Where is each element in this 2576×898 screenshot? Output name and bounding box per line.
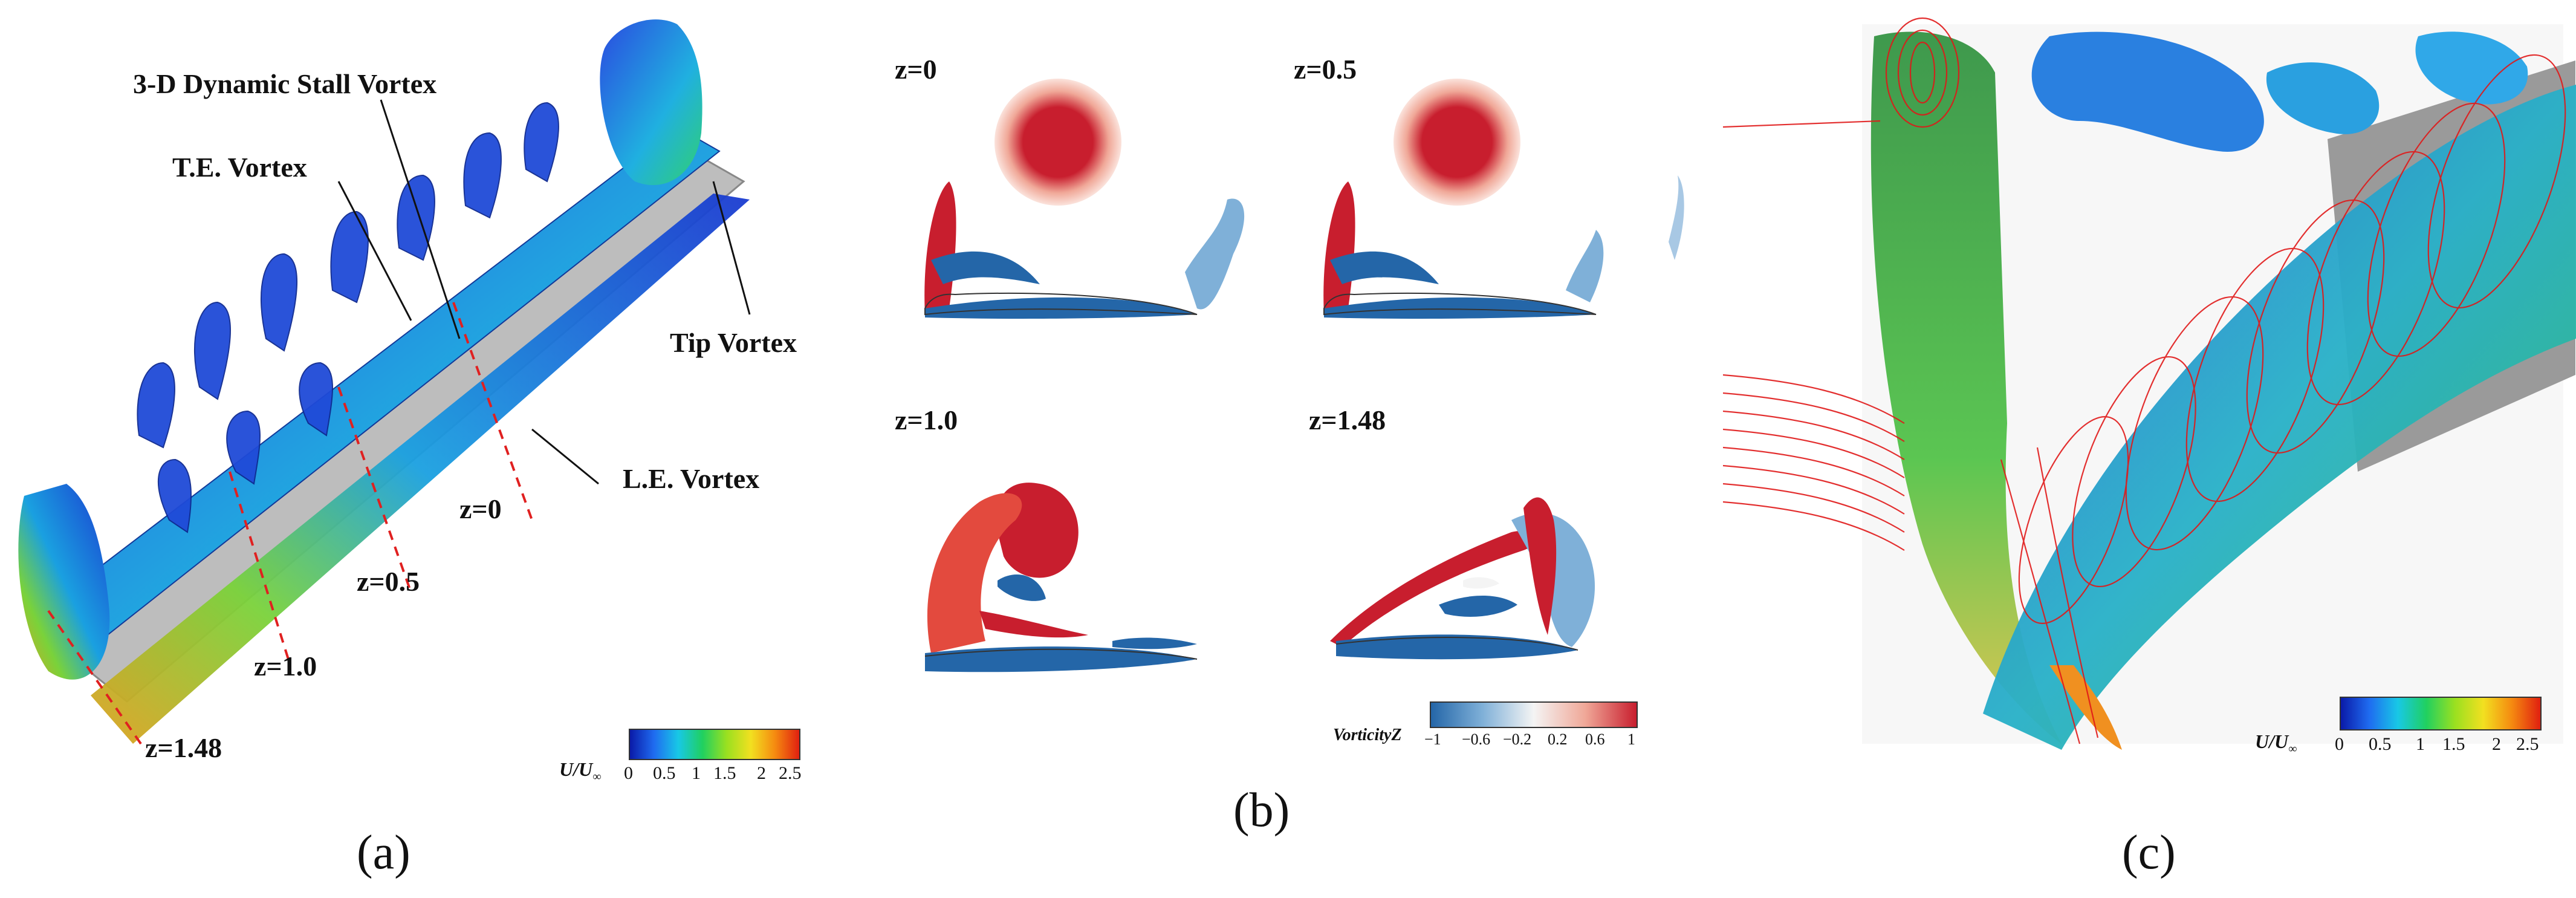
z-label-0-5: z=0.5: [357, 566, 420, 597]
caption-c: (c): [2122, 826, 2176, 879]
colorbar-tick: 2.5: [2516, 734, 2539, 754]
colorbar-tick: 0.5: [2369, 734, 2392, 754]
panel-b-vorticity-slices: [924, 79, 1684, 672]
vorticity-colorbar: [1430, 701, 1638, 728]
colorbar-tick: 2.5: [779, 763, 802, 783]
slice-z148: [1330, 497, 1595, 660]
colorbar-tick: 2: [757, 763, 766, 783]
colorbar-tick: −0.2: [1503, 730, 1532, 748]
caption-a: (a): [357, 826, 410, 879]
colorbar-tick: 0.2: [1548, 730, 1568, 748]
velocity-colorbar: [629, 729, 800, 760]
slice-z05: [1323, 79, 1684, 319]
panel-a: 3-D Dynamic Stall Vortex T.E. Vortex Tip…: [0, 0, 858, 898]
colorbar-tick: 1.5: [2442, 734, 2465, 754]
slice-label-z148: z=1.48: [1309, 405, 1386, 435]
caption-b: (b): [1233, 784, 1290, 837]
annotation-te-vortex: T.E. Vortex: [172, 152, 307, 183]
colorbar-tick: 1: [1627, 730, 1635, 748]
colorbar-tick: 1: [2416, 734, 2425, 754]
colorbar-tick: 1.5: [713, 763, 736, 783]
slice-z10: [924, 483, 1198, 672]
panel-c-streamline-render: [1723, 17, 2576, 750]
colorbar-tick: 0.5: [653, 763, 676, 783]
colorbar-tick: 0: [624, 763, 633, 783]
z-label-1-0: z=1.0: [254, 651, 317, 682]
velocity-colorbar: [2340, 697, 2542, 730]
vorticity-colorbar-label: VorticityZ: [1333, 726, 1402, 744]
annotation-tip-vortex: Tip Vortex: [670, 327, 797, 358]
colorbar-tick: 1: [692, 763, 701, 783]
slice-label-z05: z=0.5: [1294, 54, 1357, 85]
slice-label-z0: z=0: [895, 54, 937, 85]
panel-c: U/U∞ 0 0.5 1 1.5 2 2.5 (c): [1723, 0, 2576, 898]
colorbar-tick: 2: [2492, 734, 2501, 754]
annotation-le-vortex: L.E. Vortex: [623, 463, 760, 494]
z-label-0: z=0: [459, 493, 502, 524]
panel-b: z=0 z=0.5 z=1.0 z=1.48 VorticityZ −1 −0.…: [858, 0, 1723, 898]
colorbar-tick: −0.6: [1462, 730, 1491, 748]
colorbar-tick: 0: [2335, 734, 2344, 754]
panel-a-isosurface-render: [18, 19, 751, 751]
z-label-1-48: z=1.48: [145, 732, 222, 763]
slice-label-z10: z=1.0: [895, 405, 958, 435]
annotation-dynamic-stall-vortex: 3-D Dynamic Stall Vortex: [133, 68, 437, 99]
colorbar-tick: 0.6: [1585, 730, 1605, 748]
colorbar-tick: −1: [1424, 730, 1441, 748]
slice-z0: [924, 79, 1245, 319]
velocity-colorbar-label: U/U∞: [2255, 730, 2297, 756]
velocity-colorbar-label: U/U∞: [559, 758, 602, 784]
